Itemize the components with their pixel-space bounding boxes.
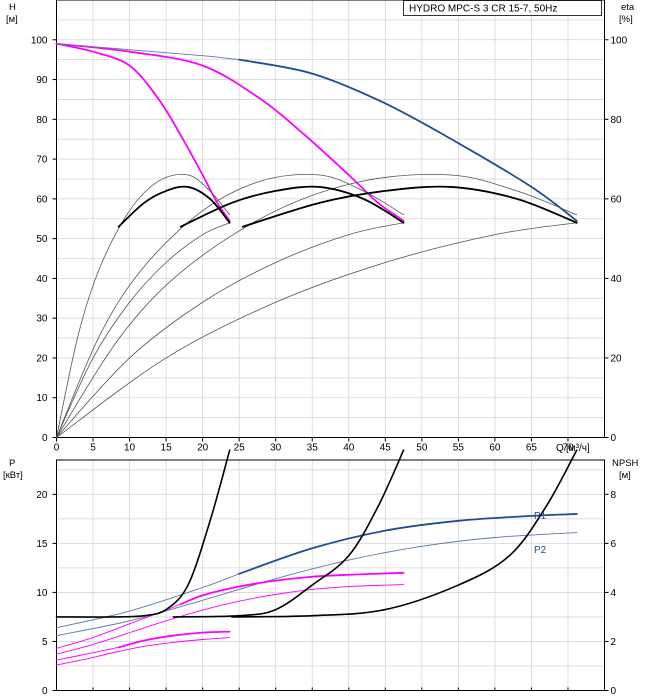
- y2-tick-label: 60: [611, 194, 623, 205]
- y-tick-label: 90: [36, 75, 48, 86]
- y-tick-label: 20: [36, 490, 48, 501]
- curve-p2-1-pump: [56, 637, 231, 666]
- curve-eta-1-pump-lower: [56, 222, 231, 438]
- chart-title-box: [403, 0, 602, 16]
- y-tick-label: 10: [36, 588, 48, 599]
- curve-p1-2-pumps: [179, 571, 405, 606]
- y2-tick-label: 20: [611, 353, 623, 364]
- x-tick-label: 50: [416, 443, 428, 454]
- y-axis-unit-head: [м]: [6, 14, 18, 25]
- x-tick-label: 45: [380, 443, 392, 454]
- y-axis-label-power: P: [9, 458, 15, 469]
- y2-tick-label: 80: [611, 115, 623, 126]
- x-tick-label: 30: [270, 443, 282, 454]
- y2-tick-label: 6: [611, 539, 617, 550]
- y2-axis-unit-eta: [%]: [619, 14, 633, 25]
- x-tick-label: 35: [307, 443, 319, 454]
- curve-p1-3-pumps: [238, 513, 578, 575]
- curve-h-3-pumps-operating: [238, 58, 578, 222]
- curve-eta-2-pumps-thin: [56, 173, 404, 438]
- p1-curve-label: P1: [534, 511, 547, 522]
- curve-eta-2-pumps-bold: [179, 185, 405, 228]
- y-axis-unit-power: [кВт]: [3, 470, 23, 481]
- y2-axis-label-npsh: NPSH: [612, 458, 639, 469]
- curve-p1-3-pumps-thin: [56, 573, 240, 629]
- y-tick-label: 5: [42, 637, 48, 648]
- y-tick-label: 50: [36, 234, 48, 245]
- curve-p1-1-pump: [117, 630, 231, 649]
- curve-p1-1-pump-thin: [56, 646, 120, 661]
- y-tick-label: 0: [42, 433, 48, 444]
- x-tick-label: 20: [197, 443, 209, 454]
- curve-p1-2-pumps-thin: [56, 603, 182, 649]
- y-tick-label: 60: [36, 194, 48, 205]
- y-tick-label: 10: [36, 393, 48, 404]
- y-tick-label: 70: [36, 155, 48, 166]
- head-efficiency-grid: [56, 0, 605, 438]
- y-tick-label: 20: [36, 353, 48, 364]
- y2-tick-label: 2: [611, 637, 617, 648]
- y2-axis-label-eta: eta: [621, 2, 635, 13]
- y2-tick-label: 8: [611, 490, 617, 501]
- y-tick-label: 80: [36, 115, 48, 126]
- curve-p2-3-pumps: [56, 532, 578, 637]
- y2-axis-unit-npsh: [м]: [619, 470, 631, 481]
- x-axis-unit-q: [м³/ч]: [566, 443, 590, 454]
- curve-eta-1-pump-bold: [117, 185, 231, 228]
- y-tick-label: 0: [42, 686, 48, 697]
- x-tick-label: 0: [54, 443, 60, 454]
- curve-p2-2-pumps: [56, 584, 405, 655]
- x-tick-label: 15: [161, 443, 173, 454]
- y2-tick-label: 0: [611, 433, 617, 444]
- x-tick-label: 60: [489, 443, 501, 454]
- y-tick-label: 30: [36, 314, 48, 325]
- head-efficiency-curves: [55, 42, 578, 438]
- x-tick-label: 5: [90, 443, 96, 454]
- power-npsh-grid: [56, 460, 605, 691]
- head-efficiency-ticks: 0 5 10 15 20 25 30 35 40 45 50 55 60 65 70 0 10 20 30 40 50 6…: [31, 35, 628, 453]
- x-tick-label: 10: [124, 443, 136, 454]
- curve-eta-1-pump-thin: [56, 173, 231, 438]
- chart-title: HYDRO MPC-S 3 CR 15-7, 50Hz: [409, 4, 557, 15]
- y-axis-label-head: H: [9, 2, 16, 13]
- power-npsh-ticks: 0 5 10 15 20 0 2 4 6 8: [36, 490, 616, 697]
- curve-npsh-2-pumps: [172, 449, 405, 618]
- y2-tick-label: 4: [611, 588, 617, 599]
- y-tick-label: 15: [36, 539, 48, 550]
- x-tick-label: 25: [234, 443, 246, 454]
- y2-tick-label: 40: [611, 274, 623, 285]
- y2-tick-label: 100: [611, 35, 628, 46]
- x-tick-label: 40: [343, 443, 355, 454]
- y-tick-label: 100: [31, 35, 48, 46]
- curve-eta-3-pumps-thin: [56, 174, 578, 438]
- power-npsh-plot-frame: [56, 459, 605, 691]
- x-axis-label-q: Q: [556, 443, 564, 454]
- curve-eta-3-pumps-bold: [241, 185, 578, 228]
- head-efficiency-plot-frame: [56, 0, 605, 438]
- curve-eta-3-pumps-lower: [56, 222, 578, 438]
- y2-tick-label: 0: [611, 686, 617, 697]
- power-npsh-curves: [55, 449, 578, 666]
- curve-h-1-pump: [55, 42, 231, 222]
- curve-eta-2-pumps-lower: [56, 222, 404, 438]
- curve-npsh-1-pump: [55, 449, 231, 618]
- x-tick-label: 65: [526, 443, 538, 454]
- p2-curve-label: P2: [534, 545, 547, 556]
- curve-h-3-pumps-thin: [56, 43, 240, 61]
- x-tick-label: 55: [453, 443, 465, 454]
- curve-h-2-pumps: [55, 42, 405, 222]
- x-tick-label: 70: [562, 443, 574, 454]
- curve-npsh-3-pumps: [231, 449, 578, 618]
- y-tick-label: 40: [36, 274, 48, 285]
